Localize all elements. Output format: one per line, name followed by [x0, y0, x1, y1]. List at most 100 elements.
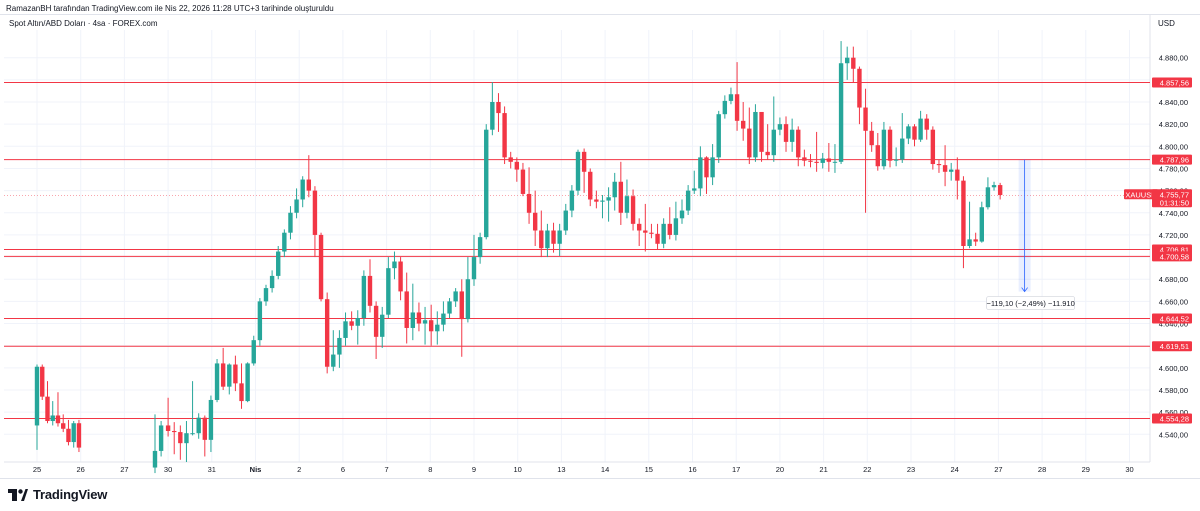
y-tick-label: 4.640,00 [1159, 320, 1188, 329]
candle-down [826, 158, 832, 162]
candle-up [190, 433, 195, 435]
y-tick-label: 4.580,00 [1159, 386, 1188, 395]
x-tick-label: 27 [994, 465, 1002, 474]
level-price-label: 4.706,81 [1160, 246, 1189, 255]
candle-down [759, 111, 764, 152]
candle-up [777, 124, 783, 130]
candle-down [398, 261, 403, 292]
candle-down [740, 120, 746, 129]
candle-up [906, 126, 911, 139]
price-chart[interactable]: 4.540,004.560,004.580,004.600,004.620,00… [0, 0, 1200, 480]
chart-caption: RamazanBH tarafından TradingView.com ile… [6, 4, 334, 13]
candle-down [808, 160, 813, 162]
candle-up [435, 324, 440, 332]
symbol-tag [1124, 189, 1158, 200]
candle-up [881, 129, 887, 167]
candle-down [747, 128, 752, 158]
candle-down [526, 193, 532, 213]
candle-up [490, 102, 495, 130]
x-tick-label: 17 [732, 465, 740, 474]
candle-up [728, 94, 734, 101]
candle-up [214, 363, 220, 400]
candle-down [955, 169, 960, 181]
candle-down [997, 185, 1003, 196]
candle-down [863, 107, 868, 131]
bar-countdown-label: 01:31:50 [1160, 198, 1189, 207]
candle-up [838, 63, 844, 162]
candle-up [282, 232, 287, 252]
y-tick-label: 4.540,00 [1159, 430, 1188, 439]
candle-down [704, 157, 709, 178]
symbol-label: XAUUSD [1125, 190, 1157, 199]
candle-up [410, 312, 416, 328]
current-price-label: 4.755,77 [1160, 190, 1189, 199]
x-tick-label: 7 [385, 465, 389, 474]
x-tick-label: 21 [819, 465, 827, 474]
candle-up [71, 423, 76, 443]
candle-down [202, 417, 208, 440]
candle-up [343, 321, 348, 338]
y-tick-label: 4.880,00 [1159, 54, 1188, 63]
candle-up [386, 268, 391, 315]
y-tick-label: 4.600,00 [1159, 364, 1188, 373]
candle-down [349, 321, 354, 326]
candle-down [618, 181, 624, 213]
candle-down [508, 157, 513, 162]
candle-down [61, 423, 66, 429]
candle-down [961, 180, 966, 246]
candle-down [636, 223, 642, 231]
candle-up [716, 114, 721, 158]
y-tick-label: 4.800,00 [1159, 142, 1188, 151]
y-tick-label: 4.780,00 [1159, 164, 1188, 173]
candle-up [679, 210, 685, 219]
tradingview-brand[interactable]: TradingView [8, 487, 107, 502]
candle-down [514, 161, 520, 170]
level-price-tag [1152, 77, 1192, 88]
candle-up [453, 291, 458, 302]
candle-down [588, 171, 593, 200]
candle-down [802, 157, 807, 161]
candle-up [288, 212, 293, 233]
candle-down [783, 124, 789, 142]
candle-down [912, 126, 917, 140]
candle-up [422, 320, 428, 324]
candle-down [630, 196, 636, 224]
level-price-tag [1152, 341, 1192, 352]
candle-up [227, 364, 232, 387]
candle-up [575, 151, 581, 191]
candle-up [673, 218, 679, 235]
candle-up [557, 230, 562, 244]
candle-up [844, 57, 850, 64]
x-tick-label: 9 [472, 465, 476, 474]
candle-down [875, 145, 880, 167]
x-tick-label: 20 [776, 465, 784, 474]
candle-up [820, 158, 825, 163]
candle-down [924, 118, 929, 130]
candle-down [930, 129, 936, 165]
y-tick-label: 4.740,00 [1159, 209, 1188, 218]
candle-down [233, 364, 238, 384]
candle-down [239, 383, 244, 402]
candle-up [465, 279, 471, 320]
symbol-title[interactable]: Spot Altın/ABD Doları · 4sa · FOREX.com [9, 19, 158, 28]
candle-down [857, 68, 862, 108]
level-price-label: 4.857,56 [1160, 79, 1189, 88]
level-price-tag [1152, 251, 1192, 262]
candle-down [814, 161, 819, 163]
candle-down [55, 415, 61, 424]
y-tick-label: 4.680,00 [1159, 275, 1188, 284]
candle-down [178, 432, 183, 444]
level-price-tag [1152, 413, 1192, 424]
candle-up [606, 197, 611, 201]
candle-down [76, 423, 82, 448]
candle-down [655, 233, 660, 244]
candle-up [563, 210, 568, 231]
candle-up [245, 363, 250, 402]
candle-down [765, 151, 770, 156]
candle-up [710, 157, 715, 178]
candle-down [416, 312, 422, 324]
currency-label[interactable]: USD [1158, 19, 1175, 28]
candle-down [220, 363, 226, 387]
candle-down [734, 94, 740, 121]
x-tick-label: 13 [557, 465, 565, 474]
